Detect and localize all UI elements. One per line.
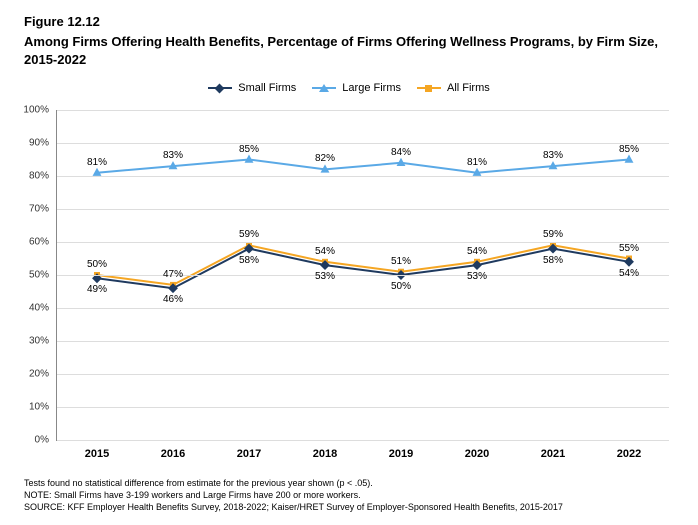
data-label-all: 55%	[619, 243, 639, 254]
y-axis-label: 60%	[9, 237, 49, 248]
marker-large	[397, 158, 406, 166]
data-label-small: 54%	[619, 268, 639, 279]
figure-number: Figure 12.12	[24, 14, 674, 29]
data-label-large: 83%	[543, 150, 563, 161]
legend-label-small: Small Firms	[238, 82, 296, 94]
y-axis-label: 10%	[9, 402, 49, 413]
gridline	[57, 440, 669, 441]
gridline	[57, 407, 669, 408]
x-axis-label: 2016	[161, 448, 185, 460]
data-label-all: 54%	[467, 246, 487, 257]
data-label-small: 46%	[163, 294, 183, 305]
data-label-all: 54%	[315, 246, 335, 257]
y-axis-label: 20%	[9, 369, 49, 380]
data-label-all: 59%	[543, 229, 563, 240]
data-label-small: 53%	[467, 271, 487, 282]
legend-item-small: Small Firms	[208, 82, 296, 94]
data-label-small: 53%	[315, 271, 335, 282]
footnote-line: NOTE: Small Firms have 3-199 workers and…	[24, 489, 674, 501]
legend: Small Firms Large Firms All Firms	[0, 80, 698, 94]
data-label-all: 47%	[163, 269, 183, 280]
legend-line-small	[208, 87, 232, 89]
figure-container: Figure 12.12 Among Firms Offering Health…	[0, 0, 698, 525]
data-label-small: 58%	[239, 255, 259, 266]
data-label-large: 85%	[619, 144, 639, 155]
gridline	[57, 242, 669, 243]
data-label-all: 59%	[239, 229, 259, 240]
legend-marker-all	[425, 85, 432, 92]
data-label-large: 85%	[239, 144, 259, 155]
legend-line-all	[417, 87, 441, 89]
gridline	[57, 275, 669, 276]
y-axis-label: 40%	[9, 303, 49, 314]
series-line-large	[97, 160, 629, 173]
data-label-all: 50%	[87, 259, 107, 270]
gridline	[57, 209, 669, 210]
data-label-small: 50%	[391, 281, 411, 292]
x-axis-label: 2021	[541, 448, 565, 460]
data-label-small: 49%	[87, 284, 107, 295]
data-label-large: 81%	[87, 157, 107, 168]
gridline	[57, 374, 669, 375]
y-axis-label: 90%	[9, 138, 49, 149]
x-axis-label: 2019	[389, 448, 413, 460]
y-axis-label: 50%	[9, 270, 49, 281]
gridline	[57, 341, 669, 342]
y-axis-label: 30%	[9, 336, 49, 347]
x-axis-label: 2017	[237, 448, 261, 460]
gridline	[57, 143, 669, 144]
gridline	[57, 110, 669, 111]
figure-title: Among Firms Offering Health Benefits, Pe…	[24, 33, 674, 68]
footnotes: Tests found no statistical difference fr…	[24, 477, 674, 513]
data-label-large: 83%	[163, 150, 183, 161]
x-axis-label: 2022	[617, 448, 641, 460]
y-axis-label: 100%	[9, 105, 49, 116]
gridline	[57, 308, 669, 309]
x-axis-label: 2015	[85, 448, 109, 460]
legend-line-large	[312, 87, 336, 89]
y-axis-label: 80%	[9, 171, 49, 182]
legend-label-all: All Firms	[447, 82, 490, 94]
marker-large	[625, 155, 634, 163]
x-axis-label: 2018	[313, 448, 337, 460]
y-axis-label: 0%	[9, 435, 49, 446]
data-label-large: 84%	[391, 147, 411, 158]
plot-area: 0%10%20%30%40%50%60%70%80%90%100%2015201…	[56, 110, 669, 441]
data-label-large: 81%	[467, 157, 487, 168]
marker-large	[245, 155, 254, 163]
legend-item-large: Large Firms	[312, 82, 401, 94]
y-axis-label: 70%	[9, 204, 49, 215]
legend-label-large: Large Firms	[342, 82, 401, 94]
legend-item-all: All Firms	[417, 82, 490, 94]
footnote-line: SOURCE: KFF Employer Health Benefits Sur…	[24, 501, 674, 513]
data-label-all: 51%	[391, 256, 411, 267]
legend-marker-small	[215, 83, 225, 93]
data-label-small: 58%	[543, 255, 563, 266]
title-block: Figure 12.12 Among Firms Offering Health…	[24, 14, 674, 68]
gridline	[57, 176, 669, 177]
x-axis-label: 2020	[465, 448, 489, 460]
data-label-large: 82%	[315, 153, 335, 164]
legend-marker-large	[319, 84, 329, 92]
footnote-line: Tests found no statistical difference fr…	[24, 477, 674, 489]
